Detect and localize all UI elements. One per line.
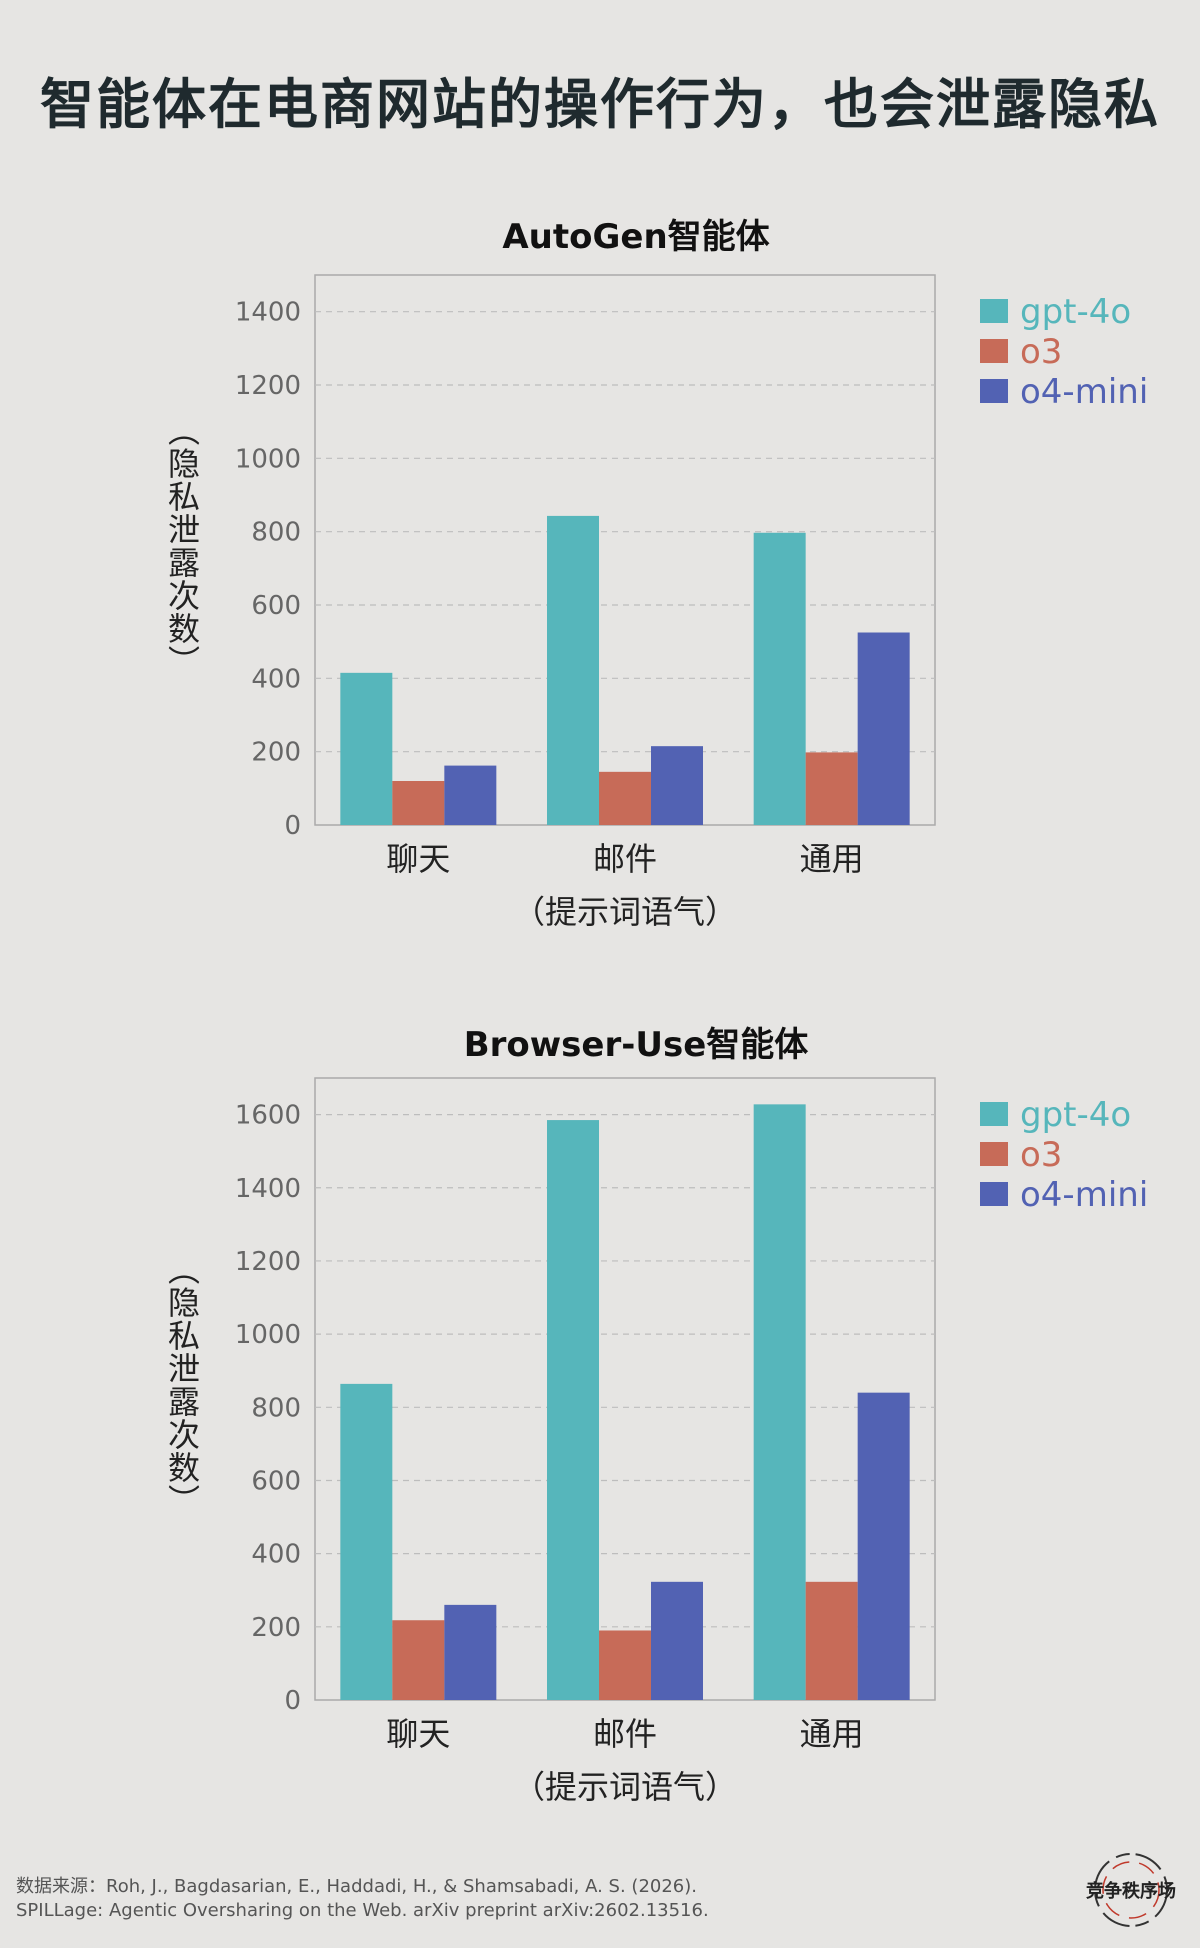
x-axis-label: （提示词语气） bbox=[513, 893, 737, 931]
legend-swatch-gpt-4o bbox=[980, 299, 1008, 323]
y-tick-label: 1600 bbox=[235, 1101, 301, 1131]
x-category-label: 通用 bbox=[800, 1715, 864, 1753]
bar-gpt-4o-通用 bbox=[753, 1104, 806, 1700]
y-tick-label: 800 bbox=[251, 1393, 301, 1423]
legend-label-o3: o3 bbox=[1020, 332, 1062, 372]
chart-title: Browser-Use智能体 bbox=[464, 1025, 809, 1065]
x-category-label: 邮件 bbox=[593, 840, 657, 878]
y-tick-label: 1000 bbox=[235, 1320, 301, 1350]
y-tick-label: 1000 bbox=[235, 444, 301, 474]
bar-gpt-4o-聊天 bbox=[340, 1383, 393, 1700]
bar-o4-mini-聊天 bbox=[444, 765, 497, 825]
bar-o3-通用 bbox=[805, 1581, 858, 1700]
y-axis-label: ︵隐私泄露次数︶ bbox=[168, 412, 200, 681]
y-tick-label: 600 bbox=[251, 1466, 301, 1496]
bar-o4-mini-通用 bbox=[857, 632, 910, 825]
bar-gpt-4o-邮件 bbox=[547, 515, 599, 825]
y-axis-label: ︵隐私泄露次数︶ bbox=[168, 1251, 200, 1520]
legend-label-gpt-4o: gpt-4o bbox=[1020, 1095, 1131, 1135]
y-tick-label: 1400 bbox=[235, 298, 301, 328]
legend-swatch-o3 bbox=[980, 1142, 1008, 1166]
legend-label-o3: o3 bbox=[1020, 1135, 1062, 1175]
y-tick-label: 800 bbox=[251, 518, 301, 548]
y-tick-label: 1400 bbox=[235, 1174, 301, 1204]
plot-frame bbox=[314, 274, 936, 826]
x-category-label: 通用 bbox=[800, 840, 864, 878]
chart-browser-use: Browser-Use智能体 0 200 400 600 800 1000 1200 1400 1… bbox=[168, 1025, 1148, 1806]
source-line-2: SPILLage: Agentic Oversharing on the Web… bbox=[16, 1900, 709, 1921]
legend-swatch-o4-mini bbox=[980, 1182, 1008, 1206]
legend-label-o4-mini: o4-mini bbox=[1020, 1175, 1148, 1215]
bar-o3-邮件 bbox=[599, 1630, 651, 1700]
y-tick-label: 200 bbox=[251, 738, 301, 768]
x-category-label: 邮件 bbox=[593, 1715, 657, 1753]
chart-autogen: AutoGen智能体 0 200 400 600 800 1000 1200 1400 聊天 邮件 通… bbox=[168, 217, 1148, 931]
legend-swatch-o3 bbox=[980, 339, 1008, 363]
y-tick-label: 1200 bbox=[235, 1247, 301, 1277]
x-axis-label: （提示词语气） bbox=[513, 1768, 737, 1806]
bar-o4-mini-邮件 bbox=[651, 746, 703, 825]
bar-o4-mini-聊天 bbox=[444, 1604, 497, 1700]
bar-gpt-4o-邮件 bbox=[547, 1120, 599, 1700]
y-tick-label: 0 bbox=[284, 811, 301, 841]
bar-o3-聊天 bbox=[392, 781, 445, 825]
bar-gpt-4o-聊天 bbox=[340, 672, 393, 825]
source-line-1: 数据来源：Roh, J., Bagdasarian, E., Haddadi, … bbox=[16, 1876, 698, 1897]
bar-o3-邮件 bbox=[599, 771, 651, 825]
bar-o4-mini-邮件 bbox=[651, 1581, 703, 1700]
bar-gpt-4o-通用 bbox=[753, 532, 806, 825]
logo-text: 竞争秩序场 bbox=[1086, 1880, 1176, 1902]
legend-swatch-gpt-4o bbox=[980, 1102, 1008, 1126]
y-tick-label: 200 bbox=[251, 1613, 301, 1643]
brand-logo: 竞争秩序场 bbox=[1086, 1853, 1176, 1927]
legend-label-o4-mini: o4-mini bbox=[1020, 372, 1148, 412]
y-tick-label: 400 bbox=[251, 664, 301, 694]
bar-o3-通用 bbox=[805, 752, 858, 825]
source-note: 数据来源：Roh, J., Bagdasarian, E., Haddadi, … bbox=[16, 1875, 709, 1923]
y-tick-label: 400 bbox=[251, 1540, 301, 1570]
legend-label-gpt-4o: gpt-4o bbox=[1020, 292, 1131, 332]
chart-title: AutoGen智能体 bbox=[502, 217, 769, 257]
x-category-label: 聊天 bbox=[386, 840, 450, 878]
y-tick-label: 1200 bbox=[235, 371, 301, 401]
y-tick-label: 600 bbox=[251, 591, 301, 621]
page-title: 智能体在电商网站的操作行为，也会泄露隐私 bbox=[40, 73, 1160, 136]
legend-swatch-o4-mini bbox=[980, 379, 1008, 403]
y-tick-label: 0 bbox=[284, 1686, 301, 1716]
bar-o4-mini-通用 bbox=[857, 1392, 910, 1700]
bar-o3-聊天 bbox=[392, 1620, 445, 1700]
x-category-label: 聊天 bbox=[386, 1715, 450, 1753]
